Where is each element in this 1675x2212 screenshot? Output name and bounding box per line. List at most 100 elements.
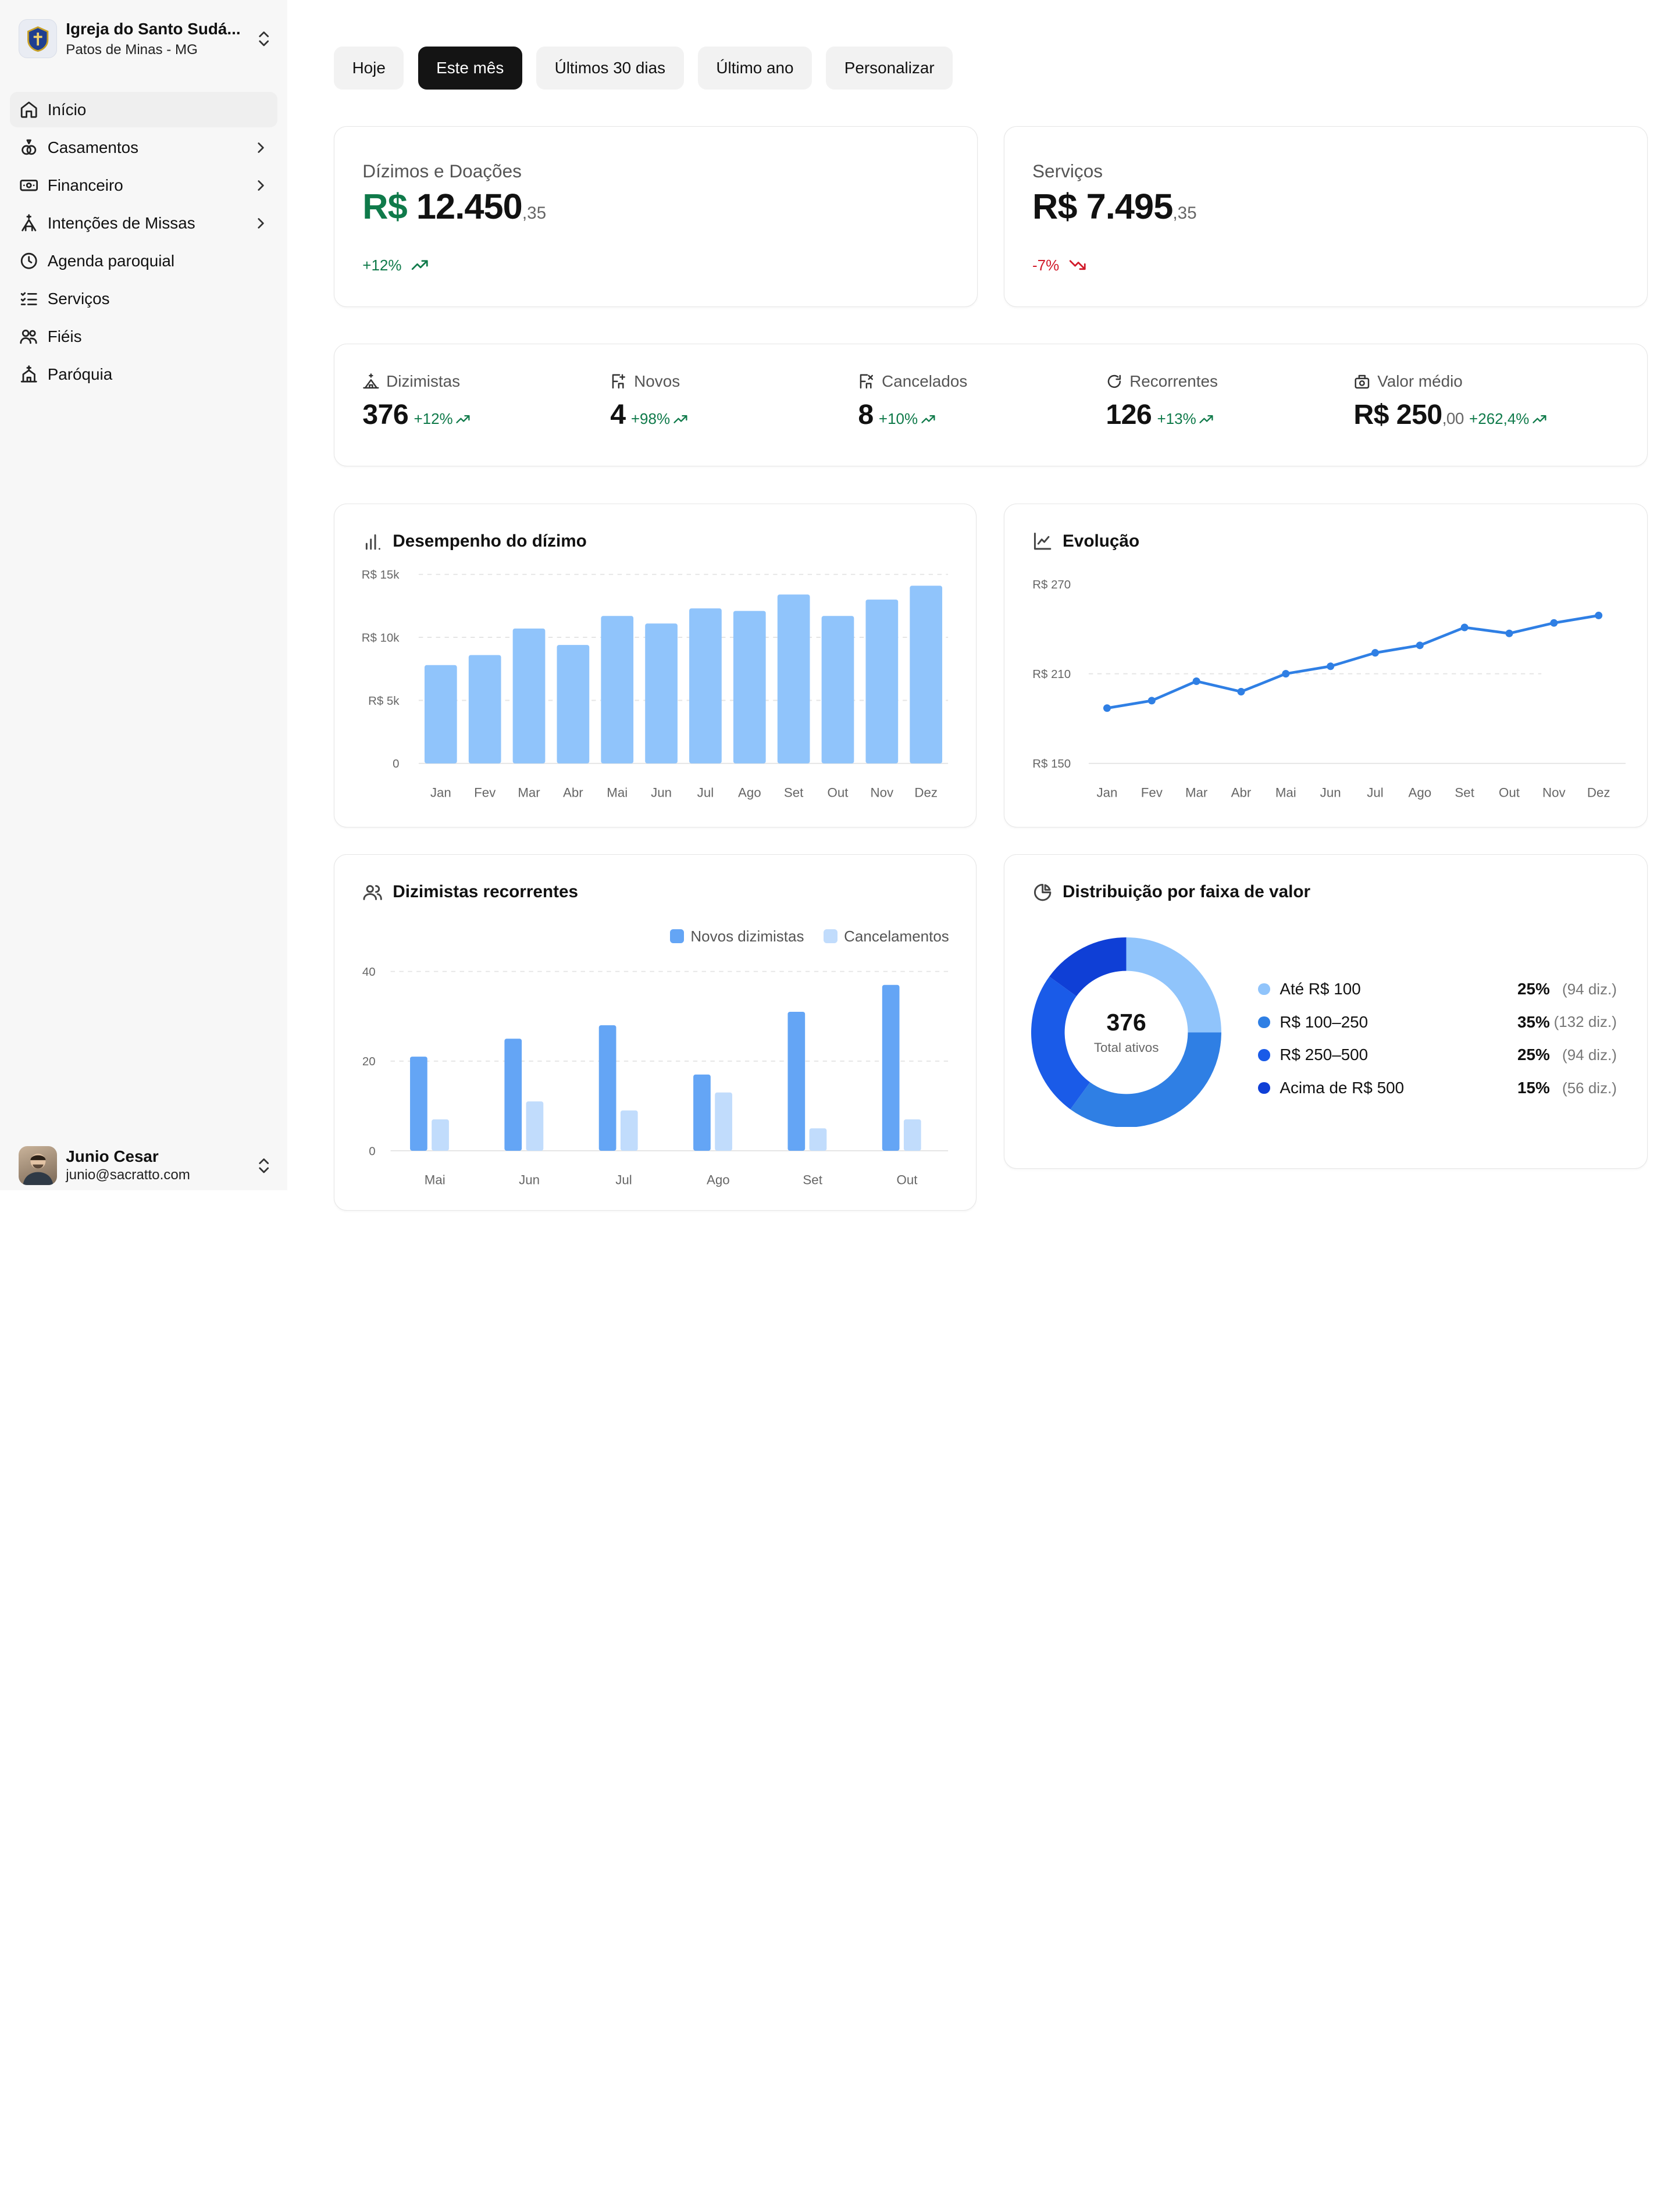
filter-hoje[interactable]: Hoje xyxy=(333,46,404,90)
organization-name: Igreja do Santo Sudá... xyxy=(66,20,241,38)
dizimos-cents: ,35 xyxy=(522,204,547,223)
stat-delta: +262,4% xyxy=(1469,410,1530,427)
range-label: Até R$ 100 xyxy=(1280,980,1361,998)
trending-up-icon xyxy=(1199,415,1213,423)
sidebar-item-fieis[interactable]: Fiéis xyxy=(10,319,278,354)
chart-title: Evolução xyxy=(1062,531,1140,551)
bar xyxy=(882,985,900,1151)
bar xyxy=(787,1012,806,1151)
range-percent: 15% xyxy=(1517,1079,1550,1097)
x-tick-label: Jun xyxy=(651,785,672,800)
x-tick-label: Jun xyxy=(1320,785,1341,800)
bar xyxy=(693,1075,711,1151)
bar xyxy=(910,585,943,764)
x-tick-label: Jul xyxy=(1367,785,1383,800)
sidebar-item-servicos[interactable]: Serviços xyxy=(10,281,278,316)
trending-up-icon xyxy=(673,415,687,423)
x-tick-label: Nov xyxy=(1542,785,1566,800)
y-tick-label: R$ 210 xyxy=(1032,668,1071,681)
range-percent: 35% xyxy=(1517,1012,1550,1031)
x-tick-label: Jul xyxy=(615,1173,632,1187)
chevron-up-down-icon[interactable] xyxy=(254,29,273,48)
evolucao-chart: R$ 150 R$ 210 R$ 270 Jan Fev Mar Abr Mai Jun Jul A… xyxy=(1032,579,1626,800)
x-tick-label: Dez xyxy=(1587,785,1610,800)
distribuicao-card: Distribuição por faixa de valor 376 Tota… xyxy=(1003,854,1648,1169)
line-chart-icon xyxy=(1033,533,1052,550)
period-filters: Hoje Este mês Últimos 30 dias Último ano… xyxy=(333,46,953,90)
list-item: Acima de R$ 500 15% (56 diz.) xyxy=(1258,1072,1617,1105)
bar xyxy=(424,665,457,764)
stat-delta: +13% xyxy=(1157,410,1196,427)
servicos-value: R$ 7.495,35 xyxy=(1032,186,1197,227)
trending-up-icon xyxy=(1533,415,1546,423)
donut: 376 Total ativos xyxy=(1031,937,1222,1128)
filter-ultimo-ano[interactable]: Último ano xyxy=(697,46,812,90)
sidebar-item-agenda-paroquial[interactable]: Agenda paroquial xyxy=(10,243,278,279)
data-point xyxy=(1237,687,1245,695)
user-menu[interactable]: Junio Cesar junio@sacratto.com xyxy=(18,1145,273,1186)
legend-item: Novos dizimistas xyxy=(670,927,804,946)
servicos-trend: -7% xyxy=(1032,255,1088,274)
bar xyxy=(557,644,590,764)
stat-value: 8 xyxy=(858,399,874,430)
filter-ultimos-30-dias[interactable]: Últimos 30 dias xyxy=(536,46,684,90)
x-tick-label: Out xyxy=(1499,785,1520,800)
donut-slice xyxy=(1126,937,1222,1032)
x-tick-label: Fev xyxy=(1141,785,1163,800)
sidebar-item-intencoes-de-missas[interactable]: Intenções de Missas xyxy=(10,205,278,241)
range-count: (94 diz.) xyxy=(1562,980,1617,998)
organization-switcher[interactable]: Igreja do Santo Sudá... Patos de Minas -… xyxy=(18,17,273,60)
stat-delta: +98% xyxy=(630,410,671,427)
bar xyxy=(645,623,678,764)
bar xyxy=(733,611,766,764)
bar-chart-icon xyxy=(366,534,381,550)
bar xyxy=(903,1119,921,1151)
dizimos-label: Dízimos e Doações xyxy=(362,160,522,181)
banknote-icon xyxy=(20,179,38,191)
x-tick-label: Ago xyxy=(1408,785,1431,800)
x-tick-label: Set xyxy=(784,785,804,800)
filter-este-mes[interactable]: Este mês xyxy=(418,46,522,90)
avatar xyxy=(18,1146,58,1185)
user-plus-icon xyxy=(612,374,626,389)
stat-delta: +12% xyxy=(414,410,453,427)
chart-title: Distribuição por faixa de valor xyxy=(1062,882,1311,902)
y-tick-label: R$ 10k xyxy=(362,632,400,644)
desempenho-chart: 0 R$ 5k R$ 10k R$ 15k Jan Fev Mar Abr Mai Jun Jul A… xyxy=(362,569,949,800)
servicos-label: Serviços xyxy=(1032,160,1103,181)
chevron-right-icon xyxy=(258,180,264,191)
donut-chart xyxy=(1031,937,1222,1128)
filter-personalizar[interactable]: Personalizar xyxy=(826,46,953,90)
bar xyxy=(526,1101,544,1151)
sidebar-item-financeiro[interactable]: Financeiro xyxy=(10,167,278,203)
bar xyxy=(468,655,501,764)
recorrentes-chart: 0 20 40 Mai Jun Jul Ago Set Out xyxy=(362,966,949,1187)
trending-up-icon xyxy=(456,415,470,423)
range-label: Acima de R$ 500 xyxy=(1280,1079,1405,1097)
bar xyxy=(620,1110,638,1151)
stat-delta: +10% xyxy=(878,410,918,427)
sidebar-item-label: Fiéis xyxy=(47,327,82,345)
bar xyxy=(601,615,634,764)
data-point xyxy=(1550,619,1558,627)
legend-item: Cancelamentos xyxy=(823,927,949,946)
trending-down-icon xyxy=(1069,260,1086,270)
x-tick-label: Jul xyxy=(697,785,714,800)
stat-value: R$ 250 xyxy=(1353,399,1442,430)
data-point xyxy=(1147,697,1156,705)
church-logo-icon xyxy=(18,19,58,59)
dizimos-trend-value: +12% xyxy=(362,256,402,274)
sidebar-item-inicio[interactable]: Início xyxy=(9,91,278,128)
x-tick-label: Abr xyxy=(1231,785,1251,800)
chevron-up-down-icon[interactable] xyxy=(254,1156,273,1175)
x-tick-label: Nov xyxy=(871,785,894,800)
y-tick-label: 0 xyxy=(393,758,399,770)
stat-label: Cancelados xyxy=(882,372,968,390)
sidebar-item-label: Serviços xyxy=(47,289,110,308)
sidebar-item-casamentos[interactable]: Casamentos xyxy=(10,130,278,165)
stat-value: 4 xyxy=(610,399,626,430)
sidebar-item-paroquia[interactable]: Paróquia xyxy=(10,356,278,392)
x-tick-label: Abr xyxy=(563,785,583,800)
range-count: (94 diz.) xyxy=(1562,1046,1617,1064)
church-icon xyxy=(22,214,37,231)
